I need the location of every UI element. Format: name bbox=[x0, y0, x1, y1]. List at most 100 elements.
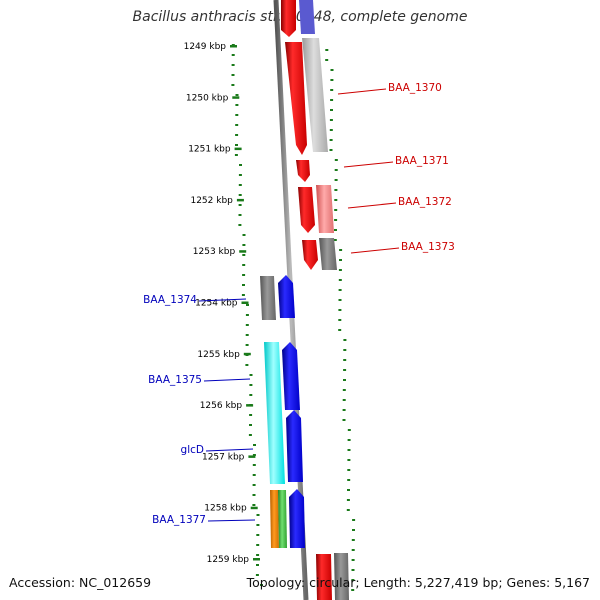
tick-label: 1253 kbp bbox=[193, 247, 236, 257]
trace-dot bbox=[334, 219, 338, 221]
gene-label: BAA_1377 bbox=[152, 514, 206, 526]
tick-mark bbox=[232, 96, 240, 99]
gene-arrow bbox=[302, 240, 318, 270]
trace-dot bbox=[325, 49, 329, 51]
trace-dot bbox=[347, 429, 351, 431]
tick-label: 1249 kbp bbox=[184, 42, 227, 52]
tick-label: 1252 kbp bbox=[190, 196, 233, 206]
tick-mark bbox=[243, 352, 251, 356]
genome-summary-text: Topology: circular; Length: 5,227,419 bp… bbox=[246, 575, 590, 590]
tick-mark bbox=[246, 404, 254, 407]
callout-leader bbox=[337, 88, 387, 95]
trace-dot bbox=[239, 164, 242, 166]
tick-label: 1256 kbp bbox=[200, 401, 243, 411]
tick-mark bbox=[253, 558, 260, 561]
trace-dot bbox=[334, 199, 338, 201]
trace-dot bbox=[342, 419, 346, 421]
trace-dot bbox=[242, 234, 246, 236]
trace-dot bbox=[245, 324, 249, 326]
trace-dot bbox=[234, 154, 238, 156]
trace-dot bbox=[238, 214, 242, 216]
trace-dot bbox=[338, 329, 342, 331]
trace-dot bbox=[334, 209, 338, 211]
trace-dot bbox=[338, 319, 342, 321]
gene-label: glcD bbox=[181, 444, 204, 456]
callout-leader bbox=[343, 161, 394, 168]
gene-arrow bbox=[278, 275, 295, 318]
tick-label: 1251 kbp bbox=[188, 145, 231, 155]
trace-dot bbox=[329, 149, 333, 151]
trace-dot bbox=[238, 224, 242, 226]
trace-dot bbox=[242, 254, 246, 256]
trace-dot bbox=[231, 64, 235, 66]
trace-dot bbox=[256, 564, 259, 566]
trace-dot bbox=[333, 239, 337, 241]
gene-block bbox=[302, 38, 328, 152]
trace-dot bbox=[245, 334, 249, 336]
trace-dot bbox=[238, 204, 242, 206]
trace-dot bbox=[256, 534, 260, 536]
trace-dot bbox=[347, 459, 351, 461]
trace-dot bbox=[347, 469, 351, 471]
trace-dot bbox=[338, 289, 342, 291]
trace-dot bbox=[347, 479, 351, 481]
trace-dot bbox=[346, 509, 350, 511]
tick-label: 1255 kbp bbox=[197, 350, 240, 360]
trace-dot bbox=[330, 89, 334, 91]
accession-text: Accession: NC_012659 bbox=[9, 575, 152, 590]
trace-dot bbox=[347, 449, 351, 451]
trace-dot bbox=[343, 379, 346, 381]
trace-dot bbox=[252, 474, 256, 476]
trace-dot bbox=[339, 259, 342, 261]
trace-dot bbox=[252, 494, 256, 496]
trace-dot bbox=[231, 54, 235, 56]
trace-dot bbox=[338, 299, 342, 301]
reverse-strand-features bbox=[260, 275, 305, 548]
trace-dot bbox=[249, 384, 253, 386]
gene-block bbox=[260, 276, 276, 320]
trace-dot bbox=[231, 84, 235, 86]
trace-dot bbox=[260, 584, 263, 586]
gene-arrow bbox=[289, 489, 305, 548]
gene-block bbox=[316, 185, 334, 233]
trace-dot bbox=[242, 264, 246, 266]
trace-dot bbox=[249, 414, 253, 416]
tick-mark bbox=[241, 301, 249, 304]
trace-dot bbox=[330, 79, 334, 81]
trace-dot bbox=[342, 409, 346, 411]
trace-dot bbox=[330, 69, 334, 71]
gene-arrow bbox=[298, 187, 315, 233]
trace-dot bbox=[235, 104, 239, 106]
tick-label: 1259 kbp bbox=[207, 555, 250, 565]
callout-leader bbox=[347, 202, 397, 209]
trace-dot bbox=[253, 444, 256, 446]
gene-label: BAA_1373 bbox=[401, 241, 455, 253]
gene-arrow bbox=[285, 42, 307, 155]
trace-dot bbox=[338, 269, 342, 271]
map-title: Bacillus anthracis str. A0248, complete … bbox=[132, 9, 468, 25]
trace-dot bbox=[351, 579, 355, 581]
trace-dot bbox=[338, 309, 342, 311]
trace-dot bbox=[252, 504, 256, 506]
trace-dot bbox=[238, 174, 242, 176]
trace-dot bbox=[343, 369, 347, 371]
callout-leader bbox=[207, 519, 256, 522]
trace-dot bbox=[351, 539, 355, 541]
trace-dot bbox=[325, 59, 329, 61]
trace-dot bbox=[246, 304, 249, 306]
trace-dot bbox=[351, 589, 355, 591]
trace-dot bbox=[334, 179, 338, 181]
tick-mark bbox=[230, 45, 237, 48]
trace-dot bbox=[252, 484, 256, 486]
trace-dot bbox=[235, 134, 239, 136]
trace-dot bbox=[252, 454, 256, 456]
trace-dot bbox=[329, 119, 333, 121]
callout-leader bbox=[205, 448, 254, 452]
trace-dot bbox=[338, 279, 342, 281]
trace-dot bbox=[252, 464, 256, 466]
trace-dot bbox=[339, 249, 343, 251]
gene-block bbox=[264, 342, 285, 484]
trace-dot bbox=[249, 374, 253, 376]
trace-dot bbox=[334, 159, 338, 161]
trace-dot bbox=[242, 244, 246, 246]
